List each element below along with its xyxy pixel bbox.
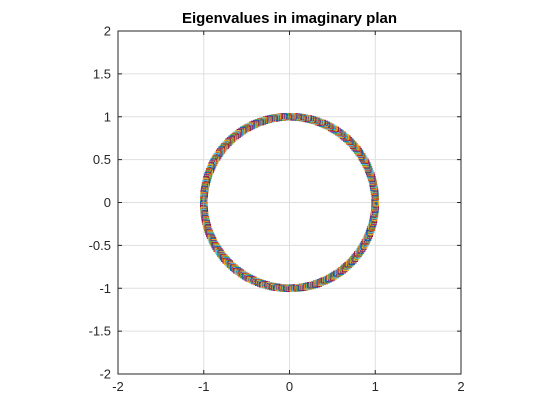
y-tick-label: -1.5 [89,324,111,339]
y-tick-label: -2 [99,367,111,382]
tick-layer [117,30,462,375]
x-tick-label: -1 [198,379,210,394]
tick-label-layer: -2 -1 0 1 2 -2 -1.5 -1 -0.5 0 0.5 1 1.5 2 [89,24,465,395]
x-tick-label: -2 [112,379,124,394]
x-tick-label: 0 [286,379,293,394]
y-tick-label: -1 [99,281,111,296]
chart-title: Eigenvalues in imaginary plan [182,10,397,27]
y-tick-label: 1.5 [93,66,111,81]
y-tick-label: 0.5 [93,152,111,167]
x-tick-label: 1 [372,379,379,394]
eigenvalue-marker [372,201,378,207]
x-tick-label: 2 [457,379,464,394]
y-tick-label: -0.5 [89,238,111,253]
y-tick-label: 2 [104,24,111,39]
y-tick-label: 0 [104,195,111,210]
marker-layer [199,112,380,293]
y-tick-label: 1 [104,109,111,124]
eigenvalue-marker [373,200,380,207]
